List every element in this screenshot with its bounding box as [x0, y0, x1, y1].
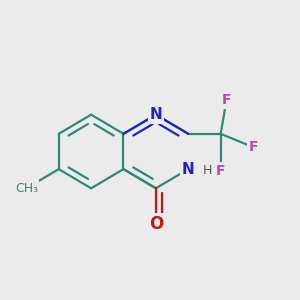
Text: N: N: [182, 162, 195, 177]
Text: CH₃: CH₃: [15, 182, 38, 195]
Text: F: F: [222, 93, 231, 107]
Text: O: O: [149, 214, 163, 232]
Text: F: F: [248, 140, 258, 154]
Text: N: N: [149, 107, 162, 122]
Text: F: F: [216, 164, 225, 178]
Text: H: H: [202, 164, 212, 177]
